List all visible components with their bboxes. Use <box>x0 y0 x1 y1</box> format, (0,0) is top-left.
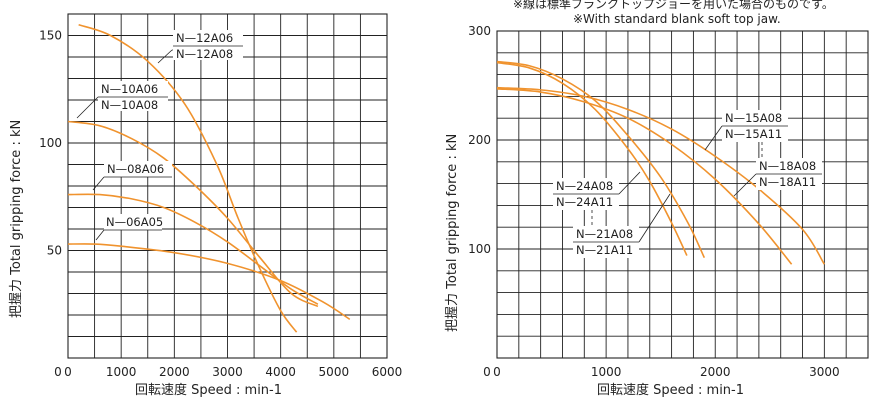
label-leader <box>733 173 757 197</box>
y-tick-label: 200 <box>468 133 491 147</box>
label-leader <box>704 125 723 151</box>
series-line <box>78 23 298 333</box>
left-grid <box>67 13 388 359</box>
label-n15a08: N—15A08 <box>725 111 782 125</box>
right-curves <box>496 60 826 265</box>
x-tick-label: 0 <box>64 365 72 379</box>
x-tick-label: 1000 <box>591 365 622 379</box>
label-n18a08: N—18A08 <box>759 159 816 173</box>
note-jp: ※線は標準ブランクトップジョーを用いた場合のものです。 <box>513 0 834 11</box>
x-tick-label: 3000 <box>212 365 243 379</box>
label-leader <box>95 229 105 241</box>
right-ylabel: 把握力 Total gripping force : kN <box>445 134 460 332</box>
x-tick-label: 6000 <box>372 365 403 379</box>
right-grid <box>496 30 869 359</box>
label-n08a06: N—08A06 <box>107 162 164 176</box>
label-leader <box>618 171 641 195</box>
y-tick-label: 100 <box>39 136 62 150</box>
label-n06a05: N—06A05 <box>106 215 163 229</box>
right-xlabel: 回転速度 Speed : min-1 <box>597 382 744 398</box>
x-tick-label: 4000 <box>265 365 296 379</box>
y-tick-label: 100 <box>468 242 491 256</box>
plot-frame <box>67 13 388 359</box>
series-line <box>67 120 319 308</box>
label-n24a11: N—24A11 <box>556 195 613 209</box>
left-ticks: 0 1000 2000 3000 4000 5000 6000 50 100 150 0 <box>39 29 402 380</box>
left-curves <box>67 23 351 333</box>
origin-tick-label: 0 <box>483 365 491 379</box>
plot-frame <box>496 30 869 359</box>
series-line <box>67 243 351 320</box>
left-ylabel: 把握力 Total gripping force : kN <box>9 120 24 318</box>
label-n18a11: N—18A11 <box>759 175 816 189</box>
x-tick-label: 2000 <box>159 365 190 379</box>
label-leader <box>76 96 99 119</box>
left-series-labels: N—12A06 N—12A08 N—10A06 N—10A08 N—08A06 … <box>76 30 243 241</box>
label-leader <box>638 193 671 243</box>
x-tick-label: 0 <box>493 365 501 379</box>
label-n15a11: N—15A11 <box>725 127 782 141</box>
label-n12a08: N—12A08 <box>176 47 233 61</box>
note-en: ※With standard blank soft top jaw. <box>573 12 781 26</box>
label-n21a11: N—21A11 <box>576 243 633 257</box>
label-n10a08: N—10A08 <box>101 98 158 112</box>
series-line <box>67 193 319 305</box>
label-n10a06: N—10A06 <box>101 82 158 96</box>
y-tick-label: 300 <box>468 24 491 38</box>
x-tick-label: 1000 <box>106 365 137 379</box>
chart-left: 0 1000 2000 3000 4000 5000 6000 50 100 150 0 N—12A… <box>9 13 402 398</box>
series-line <box>496 87 793 265</box>
x-tick-label: 3000 <box>809 365 840 379</box>
label-n12a06: N—12A06 <box>176 31 233 45</box>
x-tick-label: 2000 <box>700 365 731 379</box>
right-series-labels: N—15A08 N—15A11 N—18A08 N—18A11 N—24A08 … <box>553 110 822 258</box>
series-line <box>496 60 706 259</box>
label-n24a08: N—24A08 <box>556 179 613 193</box>
label-leader <box>157 49 173 64</box>
label-leader <box>92 176 105 191</box>
origin-tick-label: 0 <box>54 365 62 379</box>
left-xlabel: 回転速度 Speed : min-1 <box>135 382 282 398</box>
series-line <box>496 86 826 265</box>
series-line <box>496 61 688 256</box>
y-tick-label: 150 <box>39 29 62 43</box>
y-tick-label: 50 <box>47 244 62 258</box>
label-n21a08: N—21A08 <box>576 227 633 241</box>
x-tick-label: 5000 <box>319 365 350 379</box>
